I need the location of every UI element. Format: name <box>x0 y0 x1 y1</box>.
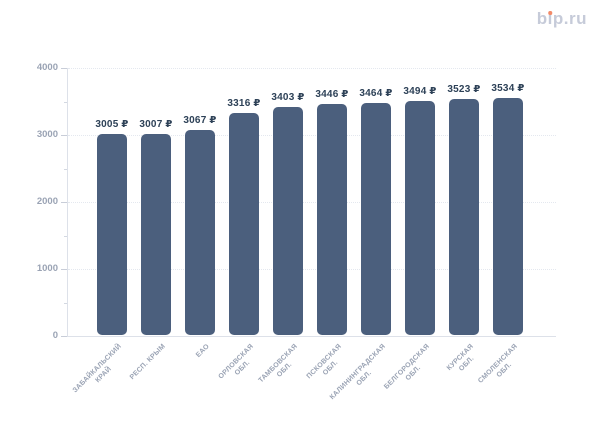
y-tick-minor <box>64 303 67 304</box>
gridline <box>68 202 556 203</box>
plot-area: 0 1000 2000 3000 4000 3005 ₽ ЗАБАЙКАЛЬСКИЙ КРАЙ… <box>37 63 556 401</box>
bar-4 <box>273 107 303 335</box>
bar-8 <box>449 99 479 335</box>
bar-0 <box>97 134 127 335</box>
bar-9 <box>493 98 523 335</box>
y-tick-major <box>61 336 67 337</box>
y-axis-label: 1000 <box>36 263 58 274</box>
bar-6 <box>361 103 391 335</box>
y-tick-major <box>61 135 67 136</box>
logo-orange-dot-icon <box>548 11 553 15</box>
bar-1 <box>141 134 171 335</box>
x-axis-line <box>67 336 556 337</box>
y-axis-label: 3000 <box>36 129 58 140</box>
y-axis-line <box>67 68 68 336</box>
bar-value-label: 3523 ₽ <box>447 84 481 95</box>
y-axis-label: 2000 <box>36 196 58 207</box>
bar-value-label: 3067 ₽ <box>183 115 217 126</box>
bar-value-label: 3534 ₽ <box>491 83 525 94</box>
x-axis-label: ЗАБАЙКАЛЬСКИЙ КРАЙ <box>71 343 123 395</box>
bar-value-label: 3494 ₽ <box>403 86 437 97</box>
y-axis-label: 0 <box>52 330 58 341</box>
bar-value-label: 3446 ₽ <box>315 89 349 100</box>
y-tick-minor <box>64 102 67 103</box>
gridline <box>68 68 556 69</box>
bar-value-label: 3403 ₽ <box>271 92 305 103</box>
bar-value-label: 3464 ₽ <box>359 88 393 99</box>
y-tick-major <box>61 269 67 270</box>
y-tick-minor <box>64 169 67 170</box>
gridline <box>68 135 556 136</box>
gridline <box>68 269 556 270</box>
bar-value-label: 3316 ₽ <box>227 98 261 109</box>
bar-value-label: 3005 ₽ <box>95 119 129 130</box>
logo-bip-ru[interactable]: bı p.ru <box>536 9 587 28</box>
bar-value-label: 3007 ₽ <box>139 119 173 130</box>
logo-i-letter: ı <box>547 9 553 28</box>
y-tick-major <box>61 202 67 203</box>
y-axis-label: 4000 <box>36 62 58 73</box>
y-tick-major <box>61 68 67 69</box>
bar-2 <box>185 130 215 335</box>
y-tick-minor <box>64 236 67 237</box>
bar-3 <box>229 113 259 335</box>
bar-7 <box>405 101 435 335</box>
bar-5 <box>317 104 347 335</box>
